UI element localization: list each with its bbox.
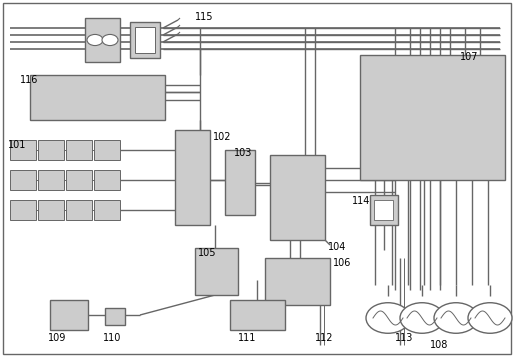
Bar: [85, 18, 120, 62]
Bar: [130, 22, 160, 58]
Bar: [374, 200, 393, 220]
Text: 108: 108: [430, 340, 448, 350]
Text: 106: 106: [333, 258, 352, 268]
Text: 101: 101: [8, 140, 26, 150]
Bar: [30, 75, 165, 120]
Text: 111: 111: [238, 333, 256, 343]
Bar: [265, 258, 330, 305]
Bar: [66, 200, 92, 220]
Text: 114: 114: [352, 196, 371, 206]
Bar: [50, 300, 88, 330]
Bar: [94, 170, 120, 190]
Bar: [94, 200, 120, 220]
Text: 103: 103: [234, 148, 252, 158]
Bar: [105, 308, 125, 325]
Bar: [360, 55, 505, 180]
Bar: [270, 155, 325, 240]
Bar: [66, 140, 92, 160]
Bar: [370, 195, 398, 225]
Bar: [38, 170, 64, 190]
Bar: [38, 200, 64, 220]
Circle shape: [400, 303, 444, 333]
Bar: [230, 300, 285, 330]
Circle shape: [434, 303, 478, 333]
Bar: [135, 27, 155, 53]
Circle shape: [102, 34, 118, 46]
Bar: [38, 140, 64, 160]
Text: 113: 113: [395, 333, 413, 343]
Bar: [10, 200, 36, 220]
Bar: [175, 130, 210, 225]
Text: 110: 110: [103, 333, 121, 343]
Bar: [94, 140, 120, 160]
Text: 116: 116: [20, 75, 39, 85]
Text: 109: 109: [48, 333, 66, 343]
Text: 115: 115: [195, 12, 213, 22]
Circle shape: [468, 303, 512, 333]
Bar: [225, 150, 255, 215]
Text: 105: 105: [198, 248, 216, 258]
Bar: [195, 248, 238, 295]
Text: 107: 107: [460, 52, 479, 62]
Text: 102: 102: [213, 132, 231, 142]
Text: 112: 112: [315, 333, 334, 343]
Bar: [10, 170, 36, 190]
Bar: [66, 170, 92, 190]
Circle shape: [87, 34, 103, 46]
Bar: [10, 140, 36, 160]
Circle shape: [366, 303, 410, 333]
Text: 104: 104: [328, 242, 346, 252]
